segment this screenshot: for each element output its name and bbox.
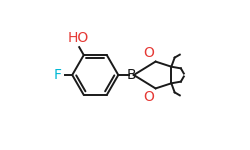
Text: HO: HO [68,31,89,45]
Text: O: O [143,46,154,60]
Text: B: B [126,68,136,82]
Text: O: O [143,90,154,104]
Text: F: F [54,68,62,82]
